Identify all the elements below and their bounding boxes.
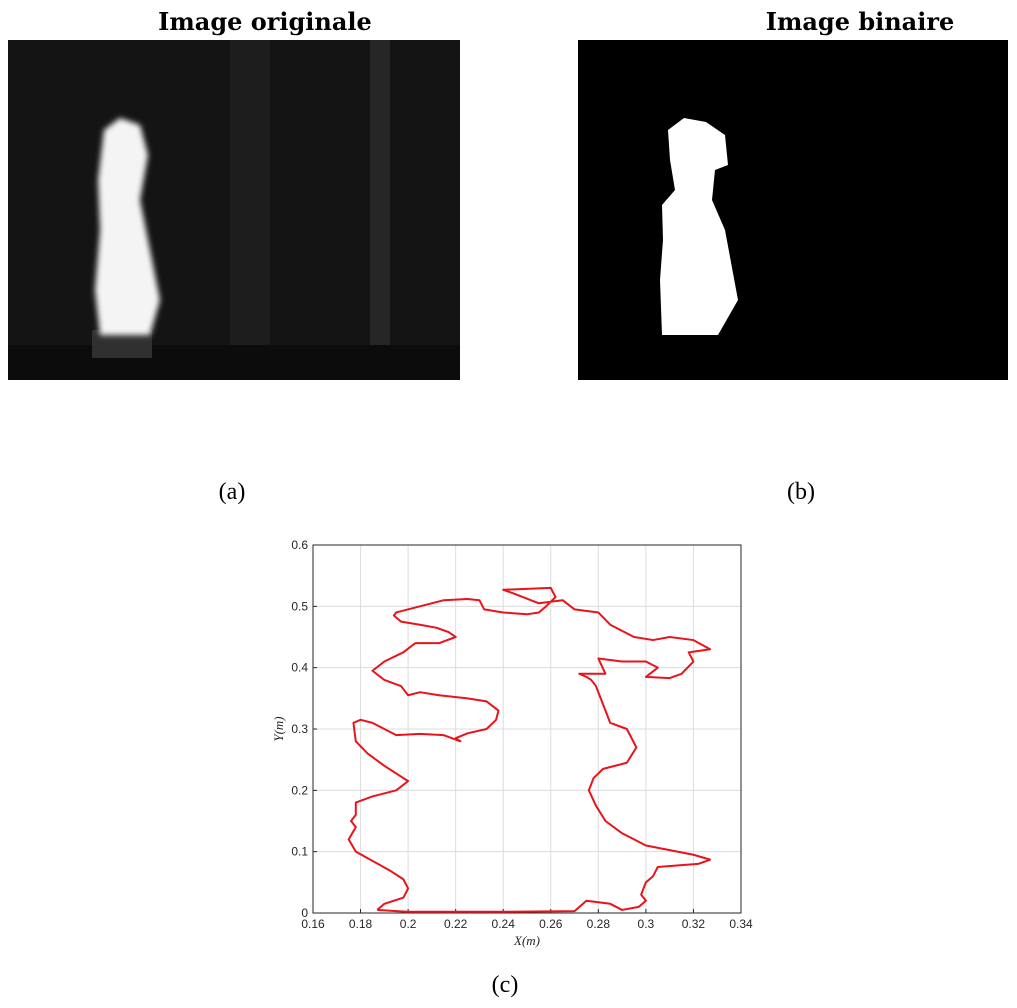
original-image bbox=[8, 40, 460, 380]
y-tick-label: 0.2 bbox=[291, 783, 308, 797]
x-tick-label: 0.24 bbox=[492, 917, 516, 931]
x-tick-label: 0.26 bbox=[539, 917, 563, 931]
y-tick-label: 0.1 bbox=[291, 845, 308, 859]
y-tick-label: 0 bbox=[301, 906, 308, 920]
contour-line bbox=[347, 586, 712, 913]
axes-box bbox=[312, 544, 742, 914]
x-tick-label: 0.28 bbox=[587, 917, 611, 931]
x-tick-label: 0.3 bbox=[638, 917, 655, 931]
y-axis-label: Y(m) bbox=[271, 716, 286, 741]
x-tick-label: 0.2 bbox=[400, 917, 417, 931]
y-tick-label: 0.3 bbox=[291, 722, 308, 736]
caption: (c) bbox=[492, 972, 519, 998]
y-tick-label: 0.6 bbox=[291, 538, 308, 552]
image-title: Image binaire bbox=[766, 7, 955, 36]
x-tick-label: 0.34 bbox=[729, 917, 753, 931]
binary-image bbox=[578, 40, 1008, 380]
y-tick-label: 0.4 bbox=[291, 661, 308, 675]
y-tick-label: 0.5 bbox=[291, 599, 308, 613]
caption: (b) bbox=[787, 479, 815, 505]
image-title: Image originale bbox=[158, 7, 372, 36]
x-axis-label: X(m) bbox=[513, 933, 540, 948]
caption: (a) bbox=[219, 479, 246, 505]
x-tick-label: 0.16 bbox=[301, 917, 325, 931]
x-tick-label: 0.32 bbox=[682, 917, 706, 931]
x-tick-label: 0.22 bbox=[444, 917, 468, 931]
x-tick-label: 0.18 bbox=[349, 917, 373, 931]
